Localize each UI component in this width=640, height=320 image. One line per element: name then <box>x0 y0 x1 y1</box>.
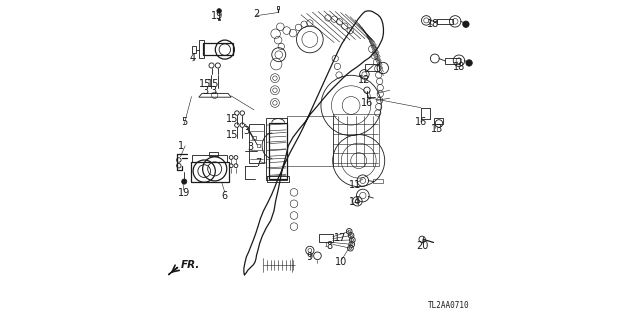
Text: 14: 14 <box>349 197 362 207</box>
Text: 15: 15 <box>199 79 211 89</box>
Bar <box>436 19 452 24</box>
Bar <box>277 6 280 9</box>
Text: 6: 6 <box>222 190 228 201</box>
Bar <box>199 40 204 59</box>
Bar <box>248 124 264 163</box>
Text: 16: 16 <box>415 117 428 127</box>
Text: 15: 15 <box>226 130 238 140</box>
Text: 20: 20 <box>416 241 428 251</box>
Bar <box>191 162 228 182</box>
Text: 1: 1 <box>178 141 184 151</box>
Text: 7: 7 <box>255 158 261 168</box>
Bar <box>445 58 460 64</box>
Text: 18: 18 <box>428 19 440 28</box>
Text: 3: 3 <box>211 86 217 96</box>
Circle shape <box>182 179 187 184</box>
Bar <box>365 64 380 71</box>
Text: 10: 10 <box>335 257 348 267</box>
Bar <box>252 136 255 139</box>
Text: 19: 19 <box>177 188 189 198</box>
Bar <box>193 46 196 53</box>
Text: 15: 15 <box>207 79 219 89</box>
Text: 9: 9 <box>307 252 313 262</box>
Circle shape <box>217 9 221 13</box>
Text: 18: 18 <box>453 62 465 72</box>
Text: 12: 12 <box>358 75 371 85</box>
Text: 17: 17 <box>333 233 346 243</box>
Text: 4: 4 <box>189 53 196 63</box>
Text: 16: 16 <box>361 98 373 108</box>
Bar <box>269 123 287 179</box>
Text: 3: 3 <box>243 126 250 136</box>
Bar <box>433 118 443 124</box>
Bar <box>266 118 287 180</box>
Bar <box>333 114 379 166</box>
Text: 19: 19 <box>211 11 223 21</box>
Text: 2: 2 <box>253 9 260 19</box>
Polygon shape <box>168 267 178 275</box>
Text: 3: 3 <box>248 142 254 152</box>
Bar <box>373 179 383 183</box>
Text: FR.: FR. <box>181 260 200 270</box>
Text: 15: 15 <box>226 114 238 124</box>
Bar <box>319 234 333 242</box>
Bar <box>203 43 233 55</box>
Bar <box>267 177 289 182</box>
Bar <box>209 152 218 156</box>
Bar <box>218 19 220 20</box>
Circle shape <box>463 21 469 28</box>
Bar <box>257 143 260 147</box>
Text: 8: 8 <box>326 241 333 251</box>
Text: 3: 3 <box>202 86 208 96</box>
Text: 11: 11 <box>349 180 362 190</box>
Circle shape <box>466 60 472 66</box>
Bar <box>193 155 227 162</box>
Text: 5: 5 <box>181 117 188 127</box>
Text: TL2AA0710: TL2AA0710 <box>428 301 469 310</box>
Text: 13: 13 <box>431 124 444 134</box>
